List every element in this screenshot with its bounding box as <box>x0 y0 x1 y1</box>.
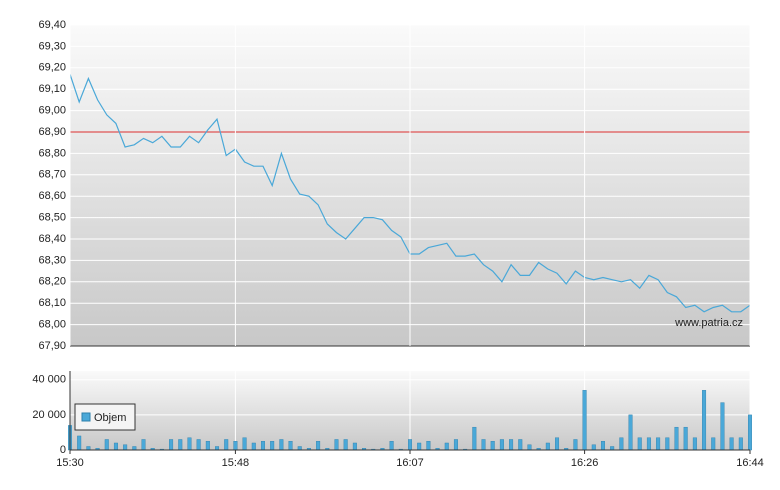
volume-bar <box>674 426 679 451</box>
y-tick-label: 68,20 <box>38 276 66 288</box>
y-tick-label: 20 000 <box>32 409 66 421</box>
volume-bar <box>472 426 477 451</box>
volume-bar <box>591 444 596 451</box>
volume-bar <box>600 441 605 451</box>
y-tick-label: 68,50 <box>38 212 66 224</box>
volume-bar <box>86 446 91 451</box>
volume-bar <box>178 439 183 451</box>
volume-bar <box>555 437 560 451</box>
volume-bar <box>260 441 265 451</box>
volume-bar <box>205 441 210 451</box>
volume-bar <box>123 444 128 451</box>
y-tick-label: 68,80 <box>38 147 66 159</box>
volume-bar <box>692 437 697 451</box>
x-tick-label: 16:26 <box>571 457 599 469</box>
volume-bar <box>720 402 725 451</box>
volume-bar <box>711 437 716 451</box>
volume-bar <box>389 441 394 451</box>
volume-bar <box>527 444 532 451</box>
volume-bar <box>499 439 504 451</box>
y-tick-label: 69,30 <box>38 40 66 52</box>
volume-bar <box>270 441 275 451</box>
y-tick-label: 40 000 <box>32 374 66 386</box>
volume-bar <box>729 437 734 451</box>
volume-bar <box>573 439 578 451</box>
volume-bar <box>582 390 587 451</box>
volume-bar <box>279 439 284 451</box>
volume-bar <box>297 446 302 451</box>
y-tick-label: 68,00 <box>38 319 66 331</box>
y-tick-label: 68,40 <box>38 233 66 245</box>
y-tick-label: 69,40 <box>38 19 66 31</box>
volume-bar <box>104 439 109 451</box>
volume-bar <box>426 441 431 451</box>
volume-bar <box>343 439 348 451</box>
y-tick-label: 69,10 <box>38 83 66 95</box>
volume-bar <box>453 439 458 451</box>
y-tick-label: 0 <box>60 444 66 456</box>
y-tick-label: 69,20 <box>38 62 66 74</box>
volume-bar <box>251 442 256 451</box>
watermark: www.patria.cz <box>674 317 743 329</box>
y-tick-label: 68,90 <box>38 126 66 138</box>
volume-bar <box>481 439 486 451</box>
legend-swatch <box>81 412 91 422</box>
volume-bar <box>656 437 661 451</box>
volume-bar <box>233 441 238 451</box>
volume-bar <box>224 439 229 451</box>
volume-bar <box>169 439 174 451</box>
x-tick-label: 16:44 <box>736 457 764 469</box>
volume-bar <box>646 437 651 451</box>
volume-bar <box>490 441 495 451</box>
y-tick-label: 68,10 <box>38 297 66 309</box>
volume-bar <box>628 414 633 451</box>
volume-bar <box>316 441 321 451</box>
volume-bar <box>132 446 137 451</box>
x-tick-label: 15:48 <box>222 457 250 469</box>
volume-bar <box>215 446 220 451</box>
volume-bar <box>738 437 743 451</box>
volume-bar <box>702 390 707 451</box>
volume-bar <box>619 437 624 451</box>
volume-bar <box>637 437 642 451</box>
volume-bar <box>196 439 201 451</box>
x-tick-label: 16:07 <box>396 457 424 469</box>
volume-bar <box>509 439 514 451</box>
volume-bar <box>444 442 449 451</box>
volume-bar <box>242 437 247 451</box>
volume-bar <box>113 442 118 451</box>
volume-bar <box>417 442 422 451</box>
volume-bar <box>77 435 82 451</box>
y-tick-label: 68,60 <box>38 190 66 202</box>
legend: Objem <box>74 403 136 431</box>
volume-bar <box>748 414 753 451</box>
x-tick-label: 15:30 <box>56 457 84 469</box>
y-tick-label: 67,90 <box>38 340 66 352</box>
volume-bar <box>518 439 523 451</box>
y-tick-label: 68,30 <box>38 254 66 266</box>
y-tick-label: 69,00 <box>38 105 66 117</box>
y-tick-label: 68,70 <box>38 169 66 181</box>
volume-bar <box>187 437 192 451</box>
volume-bar <box>334 439 339 451</box>
volume-bar <box>141 439 146 451</box>
volume-bar <box>352 442 357 451</box>
volume-bar <box>408 439 413 451</box>
volume-bar <box>288 441 293 451</box>
volume-bar <box>545 442 550 451</box>
volume-bar <box>610 446 615 451</box>
volume-bar <box>665 437 670 451</box>
volume-bar <box>683 426 688 451</box>
legend-label: Objem <box>94 412 126 424</box>
